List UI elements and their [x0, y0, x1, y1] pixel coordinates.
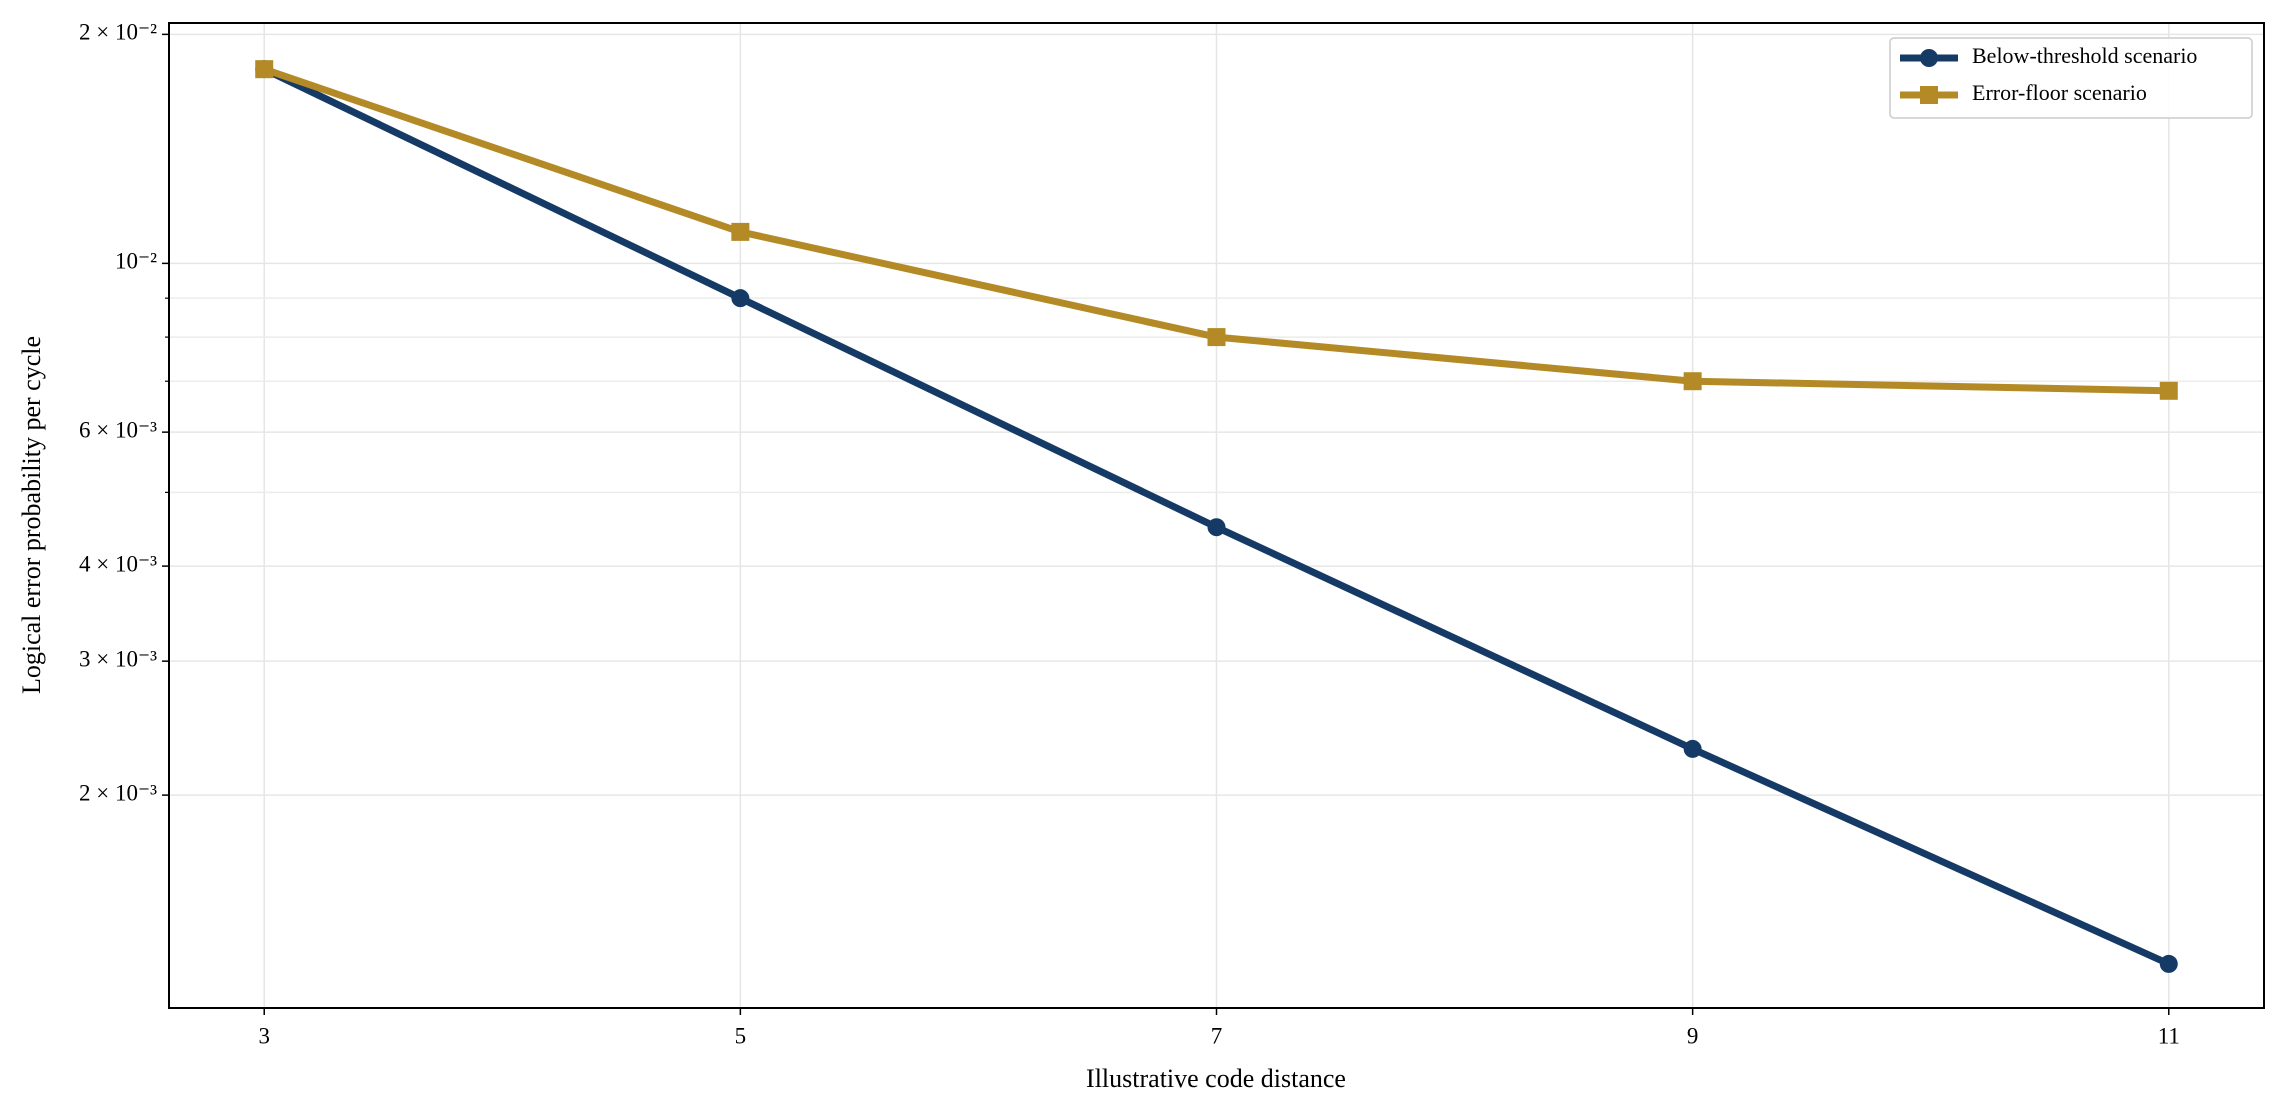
data-point — [2159, 954, 2178, 973]
x-tick-label: 9 — [1687, 1023, 1699, 1048]
x-tick-label: 11 — [2158, 1023, 2180, 1048]
data-point — [1683, 739, 1702, 758]
plot-frame — [168, 22, 2265, 1009]
legend-label: Below-threshold scenario — [1972, 43, 2197, 68]
y-tick-label: 6 × 10⁻³ — [79, 417, 157, 442]
x-tick-label: 3 — [258, 1023, 270, 1048]
y-tick-label: 2 × 10⁻² — [79, 20, 157, 45]
legend-marker — [1920, 86, 1938, 104]
y-tick-label: 3 × 10⁻³ — [79, 646, 157, 671]
data-point — [2159, 381, 2178, 400]
data-point — [1683, 372, 1702, 391]
data-point — [255, 60, 274, 79]
x-tick-label: 5 — [735, 1023, 747, 1048]
y-tick-label: 2 × 10⁻³ — [79, 780, 157, 805]
legend-label: Error-floor scenario — [1972, 80, 2147, 105]
legend-marker — [1920, 49, 1938, 67]
y-axis-label: Logical error probability per cycle — [17, 336, 46, 694]
y-tick-label: 4 × 10⁻³ — [79, 551, 157, 576]
x-axis-label: Illustrative code distance — [1086, 1064, 1346, 1093]
data-point — [1207, 518, 1226, 537]
x-tick-label: 7 — [1211, 1023, 1223, 1048]
legend-box — [1889, 37, 2253, 119]
data-point — [1207, 328, 1226, 347]
data-point — [731, 289, 750, 308]
data-point — [731, 222, 750, 241]
y-tick-label: 10⁻² — [115, 249, 157, 274]
